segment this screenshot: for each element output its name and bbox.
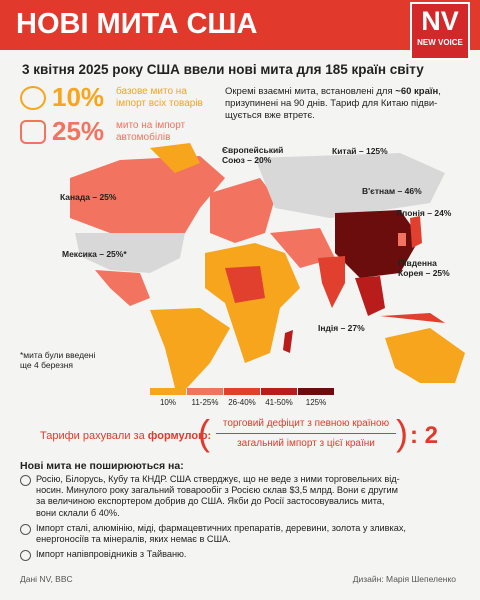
line: імпорт всіх товарів xyxy=(116,98,203,109)
world-map xyxy=(70,143,465,390)
line: носин. Минулого року загальний товарообі… xyxy=(36,485,398,496)
logo: NV NEW VOICE xyxy=(410,2,470,60)
greenland xyxy=(150,143,200,173)
check-icon xyxy=(20,550,31,562)
car-icon xyxy=(20,120,46,144)
legend: 10% 11-25% 26-40% 41-50% 125% xyxy=(150,388,335,407)
south-america xyxy=(150,308,230,390)
legend-item: 10% xyxy=(150,388,186,407)
africa-mid xyxy=(225,266,265,303)
denominator: загальний імпорт з цієї країни xyxy=(237,438,375,449)
text: , xyxy=(438,86,441,97)
legend-label: 11-25% xyxy=(191,398,219,407)
india xyxy=(318,256,345,308)
line: Окремі взаємні мита, встановлені для ~60… xyxy=(225,86,441,98)
stat-value: 10% xyxy=(52,82,105,112)
design-credit: Дизайн: Марія Шепеленко xyxy=(352,574,456,584)
legend-swatch xyxy=(261,388,297,395)
line: призупинені на 90 днів. Тариф для Китаю … xyxy=(225,98,438,109)
line: ще 4 березня xyxy=(20,360,74,370)
australia xyxy=(385,328,465,383)
map-label: Японія – 24% xyxy=(396,208,452,218)
footnote: *мита були введені ще 4 березня xyxy=(20,350,95,370)
line: мито на імпорт xyxy=(116,120,186,131)
map-label: Мексика – 25%* xyxy=(62,249,127,259)
divisor: : 2 xyxy=(410,422,439,449)
paren: ( xyxy=(198,412,210,453)
line: за величиною експортером добрив до США. … xyxy=(36,496,385,507)
legend-label: 26-40% xyxy=(228,398,256,407)
legend-swatch xyxy=(298,388,334,395)
line: Росію, Білорусь, Кубу та КНДР. США ствер… xyxy=(36,474,400,484)
logo-sub: NEW VOICE xyxy=(417,38,463,47)
legend-item: 41-50% xyxy=(261,388,297,407)
bold: ~60 країн xyxy=(395,86,439,97)
stat-text: мито на імпорт автомобілів xyxy=(116,120,185,144)
check-icon xyxy=(20,475,31,486)
map-label: В'єтнам – 46% xyxy=(362,186,422,196)
map-label: Китай – 125% xyxy=(332,146,388,156)
line: вони склали б 40%. xyxy=(36,507,120,518)
line: автомобілів xyxy=(116,132,171,143)
line: щується вже втретє. xyxy=(225,110,315,121)
exclusion-item: Імпорт сталі, алюмінію, міді, фармацевти… xyxy=(20,523,406,545)
title: НОВІ МИТА США xyxy=(16,8,258,40)
line: Імпорт напівпровідників з Тайваню. xyxy=(36,549,187,560)
map-label: Південна Корея – 25% xyxy=(398,258,450,278)
canada xyxy=(70,156,225,233)
exclusions-heading: Нові мита не поширюються на: xyxy=(20,460,184,472)
check-icon xyxy=(20,523,31,535)
stat-value: 25% xyxy=(52,116,105,146)
map-label: Індія – 27% xyxy=(318,323,365,333)
legend-item: 11-25% xyxy=(187,388,223,407)
exclusion-item: Імпорт напівпровідників з Тайваню. xyxy=(20,549,406,562)
legend-swatch xyxy=(187,388,223,395)
legend-label: 10% xyxy=(159,398,176,407)
korea xyxy=(398,233,406,246)
line: Європейський xyxy=(222,145,284,155)
text: Тарифи рахували за xyxy=(40,430,148,442)
subtitle: 3 квітня 2025 року США ввели нові мита д… xyxy=(22,62,424,77)
text: Окремі взаємні мита, встановлені для xyxy=(225,86,396,97)
globe-icon xyxy=(20,86,46,110)
europe xyxy=(210,178,275,243)
exclusions: Росію, Білорусь, Кубу та КНДР. США ствер… xyxy=(20,474,406,564)
legend-swatch xyxy=(150,388,186,395)
line: базове мито на xyxy=(116,86,187,97)
map-label: Європейський Союз – 20% xyxy=(222,145,283,165)
numerator: торговий дефіцит з певною країною xyxy=(216,418,396,434)
legend-label: 125% xyxy=(305,398,327,407)
fraction: торговий дефіцит з певною країною загаль… xyxy=(216,418,396,449)
china xyxy=(335,210,420,278)
stat-text: базове мито на імпорт всіх товарів xyxy=(116,86,203,110)
legend-swatch xyxy=(224,388,260,395)
legend-label: 41-50% xyxy=(265,398,293,407)
line: Імпорт сталі, алюмінію, міді, фармацевти… xyxy=(36,522,406,533)
bold: формулою: xyxy=(147,430,212,442)
russia xyxy=(255,153,445,218)
legend-item: 125% xyxy=(298,388,334,407)
note: Окремі взаємні мита, встановлені для ~60… xyxy=(225,86,441,122)
japan xyxy=(410,216,422,248)
legend-item: 26-40% xyxy=(224,388,260,407)
exclusion-item: Росію, Білорусь, Кубу та КНДР. США ствер… xyxy=(20,474,406,519)
indonesia xyxy=(380,313,445,323)
formula-label: Тарифи рахували за формулою: xyxy=(40,430,211,442)
line: Південна xyxy=(398,258,437,268)
logo-text: NV xyxy=(421,6,459,36)
line: *мита були введені xyxy=(20,350,96,360)
header-bar xyxy=(0,0,480,50)
mexico xyxy=(95,270,150,306)
se-asia xyxy=(355,276,385,316)
madagascar xyxy=(283,330,293,353)
usa xyxy=(75,233,185,273)
line: енергоносіїв та мінералів, яких немає в … xyxy=(36,534,231,545)
line: Корея – 25% xyxy=(398,268,450,278)
line: Союз – 20% xyxy=(222,155,272,165)
source: Дані NV, BBC xyxy=(20,574,73,584)
map-label: Канада – 25% xyxy=(60,192,117,202)
paren: ) xyxy=(396,412,408,453)
